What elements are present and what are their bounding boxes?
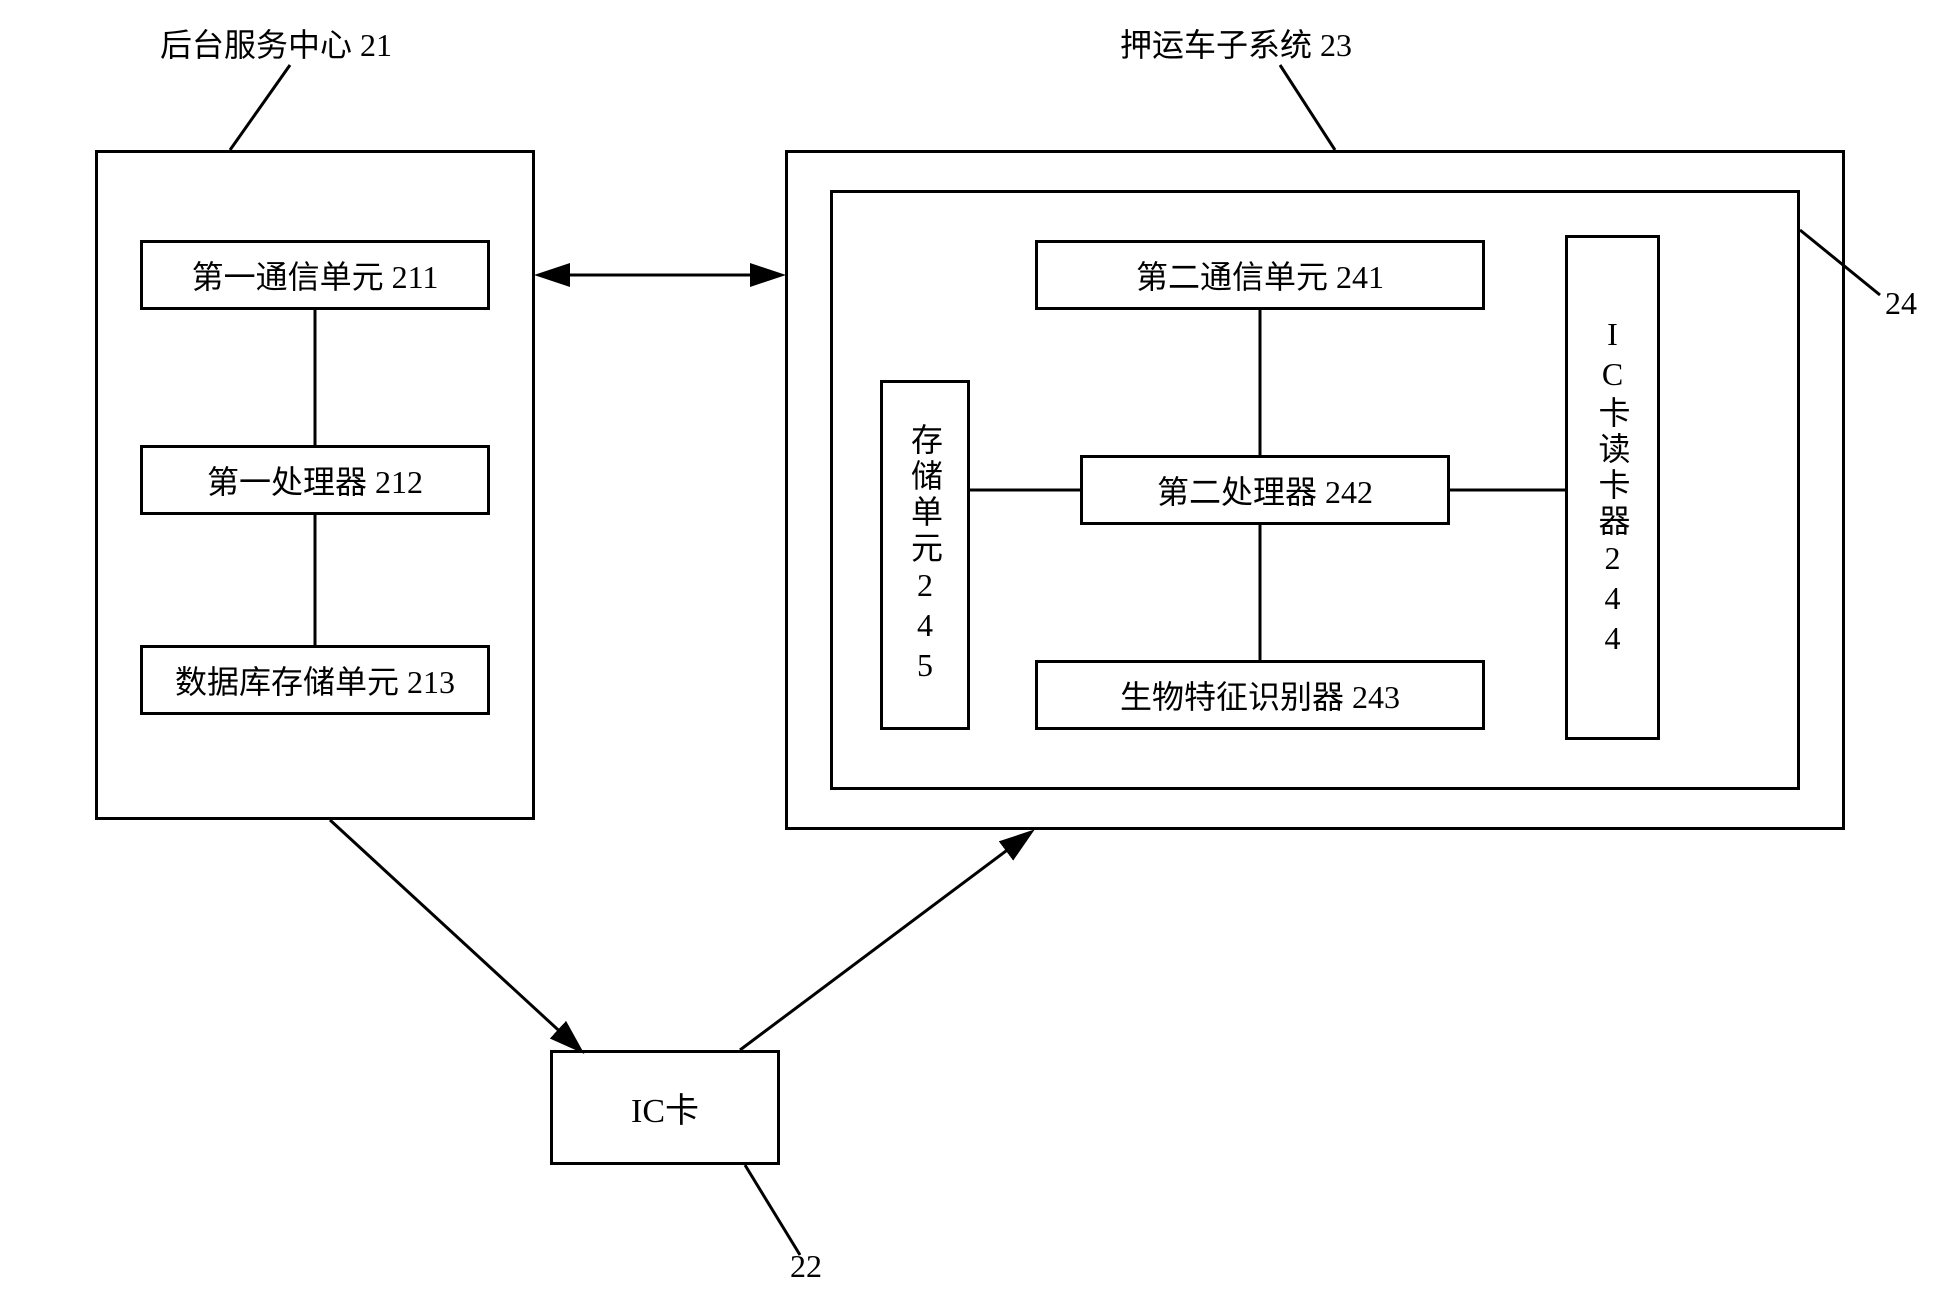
right-title-label: 押运车子系统 23: [1120, 20, 1352, 66]
ref24-label: 24: [1885, 285, 1917, 322]
right-storage: 存储单元245: [880, 380, 970, 730]
ic-card-text: IC卡: [631, 1083, 699, 1132]
left-item-db-text: 数据库存储单元 213: [175, 657, 455, 703]
left-item-comm-text: 第一通信单元 211: [192, 252, 439, 298]
left-item-proc-text: 第一处理器 212: [207, 457, 423, 503]
conn-ic-right: [740, 833, 1030, 1050]
ic-card-box: IC卡: [550, 1050, 780, 1165]
leader-ref22: [745, 1165, 800, 1255]
left-item-db: 数据库存储单元 213: [140, 645, 490, 715]
right-storage-text: 存储单元245: [902, 423, 948, 687]
ref22-label: 22: [790, 1248, 822, 1285]
right-reader: IC卡读卡器244: [1565, 235, 1660, 740]
right-proc-text: 第二处理器 242: [1157, 467, 1373, 513]
left-title-label: 后台服务中心 21: [160, 20, 392, 66]
leader-left-title: [230, 65, 290, 150]
conn-left-ic: [330, 820, 580, 1050]
leader-right-title: [1280, 65, 1335, 150]
left-item-proc: 第一处理器 212: [140, 445, 490, 515]
right-proc: 第二处理器 242: [1080, 455, 1450, 525]
left-item-comm: 第一通信单元 211: [140, 240, 490, 310]
right-bio: 生物特征识别器 243: [1035, 660, 1485, 730]
right-reader-text: IC卡读卡器244: [1590, 316, 1636, 660]
right-comm-text: 第二通信单元 241: [1136, 252, 1384, 298]
right-comm: 第二通信单元 241: [1035, 240, 1485, 310]
right-bio-text: 生物特征识别器 243: [1120, 672, 1400, 718]
